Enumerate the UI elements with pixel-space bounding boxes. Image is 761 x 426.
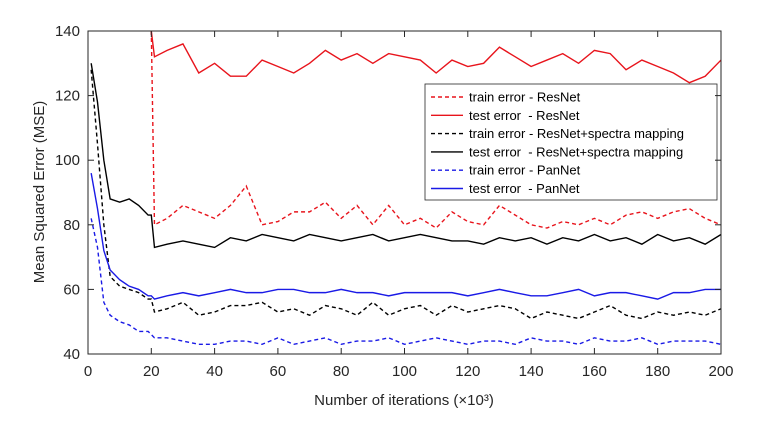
legend-label: train error - ResNet <box>469 90 581 105</box>
legend-label: test error - ResNet <box>469 108 580 123</box>
series-line <box>150 30 722 84</box>
x-tick-label: 60 <box>270 363 287 380</box>
x-axis-label: Number of iterations (×10³) <box>314 392 494 409</box>
x-tick-label: 80 <box>333 363 350 380</box>
x-tick-label: 40 <box>206 363 223 380</box>
series-line <box>90 69 722 320</box>
legend-label: test error - PanNet <box>469 181 580 196</box>
series-line <box>90 63 722 249</box>
x-tick-label: 0 <box>84 363 92 380</box>
x-tick-label: 200 <box>708 363 733 380</box>
y-tick-label: 80 <box>63 217 80 234</box>
x-tick-label: 180 <box>645 363 670 380</box>
y-tick-label: 40 <box>63 346 80 363</box>
y-tick-label: 140 <box>55 23 80 40</box>
legend-label: train error - ResNet+spectra mapping <box>469 126 684 141</box>
y-tick-label: 120 <box>55 88 80 105</box>
legend-label: train error - PanNet <box>469 163 581 178</box>
y-tick-label: 100 <box>55 152 80 169</box>
legend-box <box>424 83 718 201</box>
x-tick-label: 100 <box>392 363 417 380</box>
x-tick-label: 140 <box>519 363 544 380</box>
legend-label: test error - ResNet+spectra mapping <box>469 144 683 159</box>
plot-lines <box>90 30 722 346</box>
x-tick-label: 120 <box>455 363 480 380</box>
y-axis-label: Mean Squared Error (MSE) <box>31 101 48 284</box>
series-line <box>90 172 721 300</box>
x-tick-label: 160 <box>582 363 607 380</box>
x-tick-label: 20 <box>143 363 160 380</box>
y-tick-label: 60 <box>63 281 80 298</box>
series-line <box>90 218 722 346</box>
series-line <box>150 30 722 229</box>
legend: train error - ResNet test error - ResNet t… <box>424 83 718 201</box>
